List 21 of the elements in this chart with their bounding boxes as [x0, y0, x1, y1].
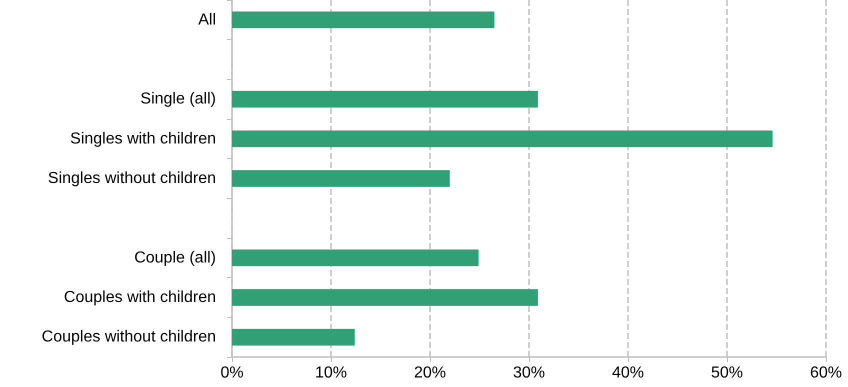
x-tick-label: 10% — [314, 364, 348, 382]
bar — [232, 250, 479, 266]
bar — [232, 328, 355, 346]
bar — [232, 12, 494, 28]
x-tick-label: 60% — [810, 364, 842, 382]
y-tick-label: Singles without children — [48, 170, 216, 187]
y-tick-label: All — [198, 11, 216, 28]
x-tick-label: 40% — [612, 364, 644, 382]
y-tick-label: Singles with children — [70, 130, 216, 148]
x-tick-label: 50% — [710, 364, 744, 382]
y-tick-label: Couples without children — [42, 328, 216, 346]
y-tick-label: Couples with children — [64, 289, 216, 306]
bar — [232, 170, 450, 187]
bar — [232, 130, 773, 148]
bar — [232, 90, 538, 108]
x-tick-label: 20% — [414, 364, 446, 382]
x-tick-label: 30% — [512, 364, 546, 382]
x-tick-label: 0% — [220, 364, 244, 382]
y-tick-label: Single (all) — [140, 90, 216, 108]
y-tick-label: Couple (all) — [134, 249, 216, 266]
bar — [232, 289, 538, 306]
